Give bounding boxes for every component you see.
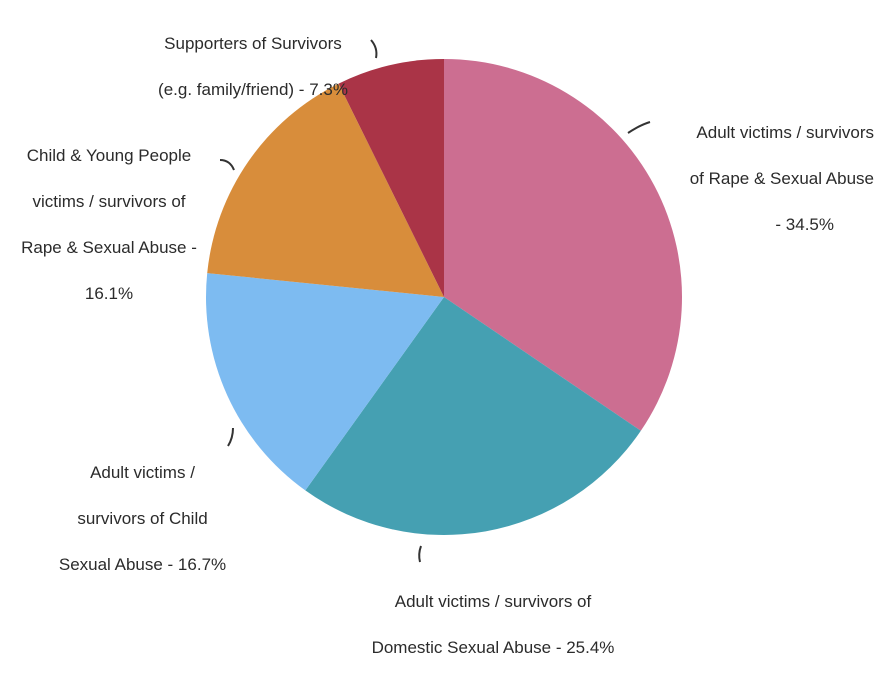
pie-slice-child-sexual-abuse	[206, 273, 444, 491]
leader-lines	[219, 39, 651, 563]
pie-slices	[206, 59, 683, 535]
label-line: Adult victims / survivors of	[394, 592, 592, 611]
leader-line-domestic	[418, 545, 422, 563]
pie-slice-supporters-of-survivors	[338, 59, 444, 297]
pie-chart	[206, 39, 683, 563]
label-line: Adult victims /	[90, 463, 195, 482]
label-line: 16.1%	[84, 284, 134, 303]
label-line: survivors of Child	[77, 509, 208, 528]
label-line: victims / survivors of	[32, 192, 186, 211]
leader-line-child-sexual-abuse	[227, 427, 234, 447]
leader-line-adult-rape	[627, 121, 651, 134]
label-line: Supporters of Survivors	[164, 34, 342, 53]
label-adult-rape-sexual-abuse: Adult victims / survivors of Rape & Sexu…	[604, 98, 874, 259]
pie-slice-child-young-people	[207, 83, 444, 298]
label-line: (e.g. family/friend) - 7.3%	[158, 80, 348, 99]
label-line: Sexual Abuse - 16.7%	[58, 555, 227, 574]
label-child-sexual-abuse: Adult victims / survivors of Child Sexua…	[50, 438, 235, 599]
leader-line-child-young-people	[219, 159, 235, 171]
label-child-young-people: Child & Young People victims / survivors…	[4, 121, 214, 328]
label-supporters-of-survivors: Supporters of Survivors (e.g. family/fri…	[128, 9, 378, 124]
leader-line-supporters	[370, 39, 378, 59]
label-line: Domestic Sexual Abuse - 25.4%	[371, 638, 615, 657]
label-line: Child & Young People	[26, 146, 192, 165]
label-domestic-sexual-abuse: Adult victims / survivors of Domestic Se…	[333, 567, 653, 682]
label-line: of Rape & Sexual Abuse	[689, 169, 874, 188]
label-line: Rape & Sexual Abuse -	[21, 238, 197, 257]
pie-slice-adult-rape-sexual-abuse	[444, 59, 683, 431]
pie-slice-domestic-sexual-abuse	[305, 297, 641, 535]
label-line: - 34.5%	[775, 215, 834, 234]
label-line: Adult victims / survivors	[696, 123, 874, 142]
